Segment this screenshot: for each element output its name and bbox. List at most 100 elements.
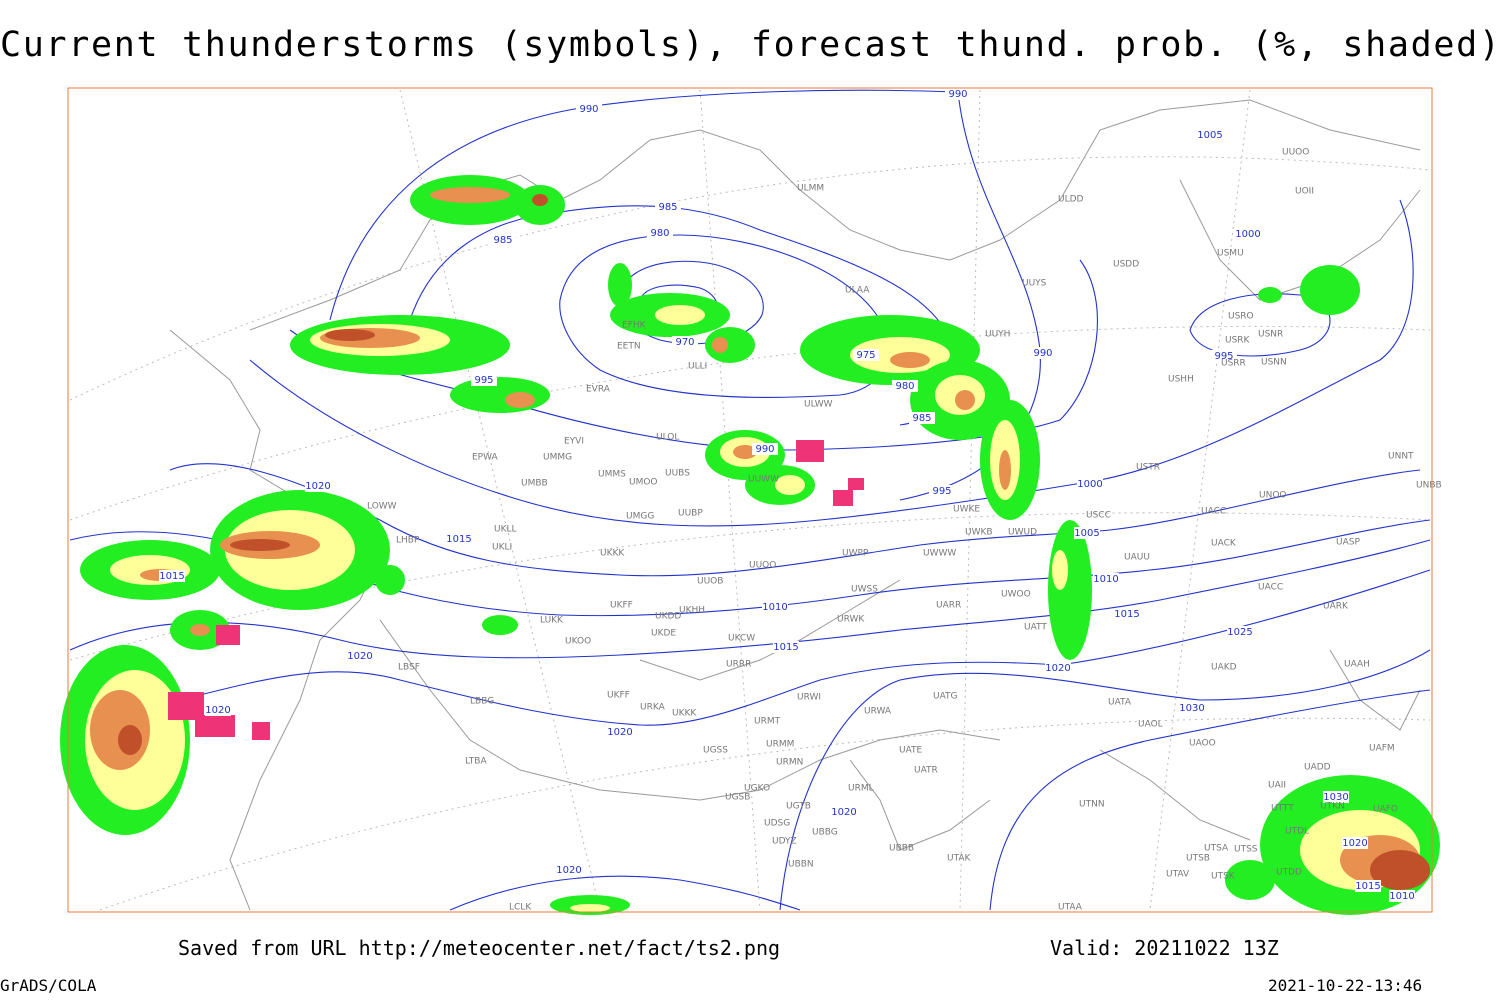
isobar-label: 1020 bbox=[831, 807, 856, 818]
station-code: UATE bbox=[899, 746, 923, 756]
isobar-label-bg bbox=[909, 412, 935, 424]
station-code: UKDD bbox=[655, 612, 681, 622]
thunderstorm-probability-shading bbox=[60, 175, 1440, 915]
isobar-label-bg bbox=[159, 570, 185, 582]
isobar-label: 985 bbox=[658, 202, 677, 213]
isobar-label-bg bbox=[1211, 350, 1237, 362]
isobar-label: 990 bbox=[948, 89, 967, 100]
station-code: ULLI bbox=[688, 362, 707, 372]
station-code: LTBA bbox=[465, 757, 487, 767]
isobar-label-bg bbox=[945, 88, 971, 100]
isobar-label: 1005 bbox=[1074, 528, 1099, 539]
station-code: UAFO bbox=[1373, 805, 1398, 815]
station-code: UTAV bbox=[1166, 870, 1190, 880]
isobar-label-bg bbox=[655, 201, 681, 213]
station-code: UAOL bbox=[1138, 720, 1163, 730]
station-code: UWKB bbox=[965, 528, 993, 538]
isobar-label-bg bbox=[446, 533, 472, 545]
station-code: UATA bbox=[1108, 698, 1132, 708]
station-code: UATT bbox=[1024, 623, 1047, 633]
station-code: UUOO bbox=[749, 561, 776, 571]
graticule bbox=[69, 89, 1431, 911]
station-code: UKDE bbox=[651, 629, 676, 639]
station-code: UKCW bbox=[728, 634, 755, 644]
station-code: URMT bbox=[754, 717, 781, 727]
station-code: UTAK bbox=[947, 854, 972, 864]
isobar-label-bg bbox=[1323, 791, 1349, 803]
isobar-label: 1015 bbox=[446, 534, 471, 545]
station-code: UAKD bbox=[1211, 663, 1237, 673]
station-code: URWA bbox=[864, 707, 892, 717]
station-code: UGKO bbox=[744, 784, 770, 794]
station-code: UBBN bbox=[788, 860, 814, 870]
isobar-label-bg bbox=[556, 864, 582, 876]
station-code: UMMS bbox=[598, 470, 626, 480]
timestamp: 2021-10-22-13:46 bbox=[1268, 976, 1422, 995]
isobar-label-bg bbox=[576, 103, 602, 115]
station-code: UTKN bbox=[1320, 802, 1345, 812]
station-code: UTSK bbox=[1211, 872, 1236, 882]
station-code: UTSS bbox=[1234, 845, 1258, 855]
station-code: UUBP bbox=[678, 509, 703, 519]
station-code: UTSA bbox=[1204, 844, 1229, 854]
station-code: UTDD bbox=[1276, 868, 1302, 878]
station-code: USRO bbox=[1228, 312, 1254, 322]
isobar-label-bg bbox=[672, 336, 698, 348]
station-code: UTTT bbox=[1271, 804, 1294, 814]
isobar-label: 1020 bbox=[607, 727, 632, 738]
isobar-label: 1020 bbox=[1342, 838, 1367, 849]
isobar-label: 1015 bbox=[159, 571, 184, 582]
isobar-label: 995 bbox=[1214, 351, 1233, 362]
station-code: UARK bbox=[1323, 602, 1349, 612]
isobar-label-bg bbox=[1114, 608, 1140, 620]
station-code: UMBB bbox=[521, 479, 548, 489]
station-code: UGTB bbox=[786, 802, 811, 812]
isobar-label: 975 bbox=[856, 350, 875, 361]
isobar-labels: 990 990 1005 985 985 980 1000 970 975 995 980 990 98… bbox=[159, 88, 1415, 902]
station-code: EVRA bbox=[586, 385, 611, 395]
isobar-label: 1015 bbox=[1114, 609, 1139, 620]
isobar-label: 1010 bbox=[762, 602, 787, 613]
station-code: USNR bbox=[1258, 330, 1283, 340]
isobar-label: 995 bbox=[474, 375, 493, 386]
station-code: LBSF bbox=[398, 663, 420, 673]
station-code: UKHH bbox=[679, 606, 705, 616]
isobar-label-bg bbox=[773, 641, 799, 653]
isobar-label: 970 bbox=[675, 337, 694, 348]
station-code: USNN bbox=[1261, 358, 1287, 368]
isobar-label-bg bbox=[853, 349, 879, 361]
isobar-label-bg bbox=[831, 806, 857, 818]
station-code: LHBP bbox=[396, 536, 420, 546]
isobar-label: 1010 bbox=[1093, 574, 1118, 585]
isobar-label: 1015 bbox=[1355, 881, 1380, 892]
isobar-label-bg bbox=[929, 485, 955, 497]
station-code: URKA bbox=[640, 703, 666, 713]
isobar-label: 1010 bbox=[1389, 891, 1414, 902]
station-code: UUBS bbox=[665, 469, 690, 479]
station-code: UUOB bbox=[697, 577, 723, 587]
station-code: URWI bbox=[797, 693, 821, 703]
station-code: UKLI bbox=[492, 543, 512, 553]
station-code: EPWA bbox=[472, 453, 499, 463]
credit: GrADS/COLA bbox=[0, 976, 97, 995]
station-code: UWUD bbox=[1008, 528, 1037, 538]
station-code: UBBG bbox=[812, 828, 838, 838]
isobar-label: 985 bbox=[493, 235, 512, 246]
isobar-label: 990 bbox=[1033, 348, 1052, 359]
isobar-label-bg bbox=[347, 650, 373, 662]
station-code: UAUU bbox=[1124, 553, 1150, 563]
station-code: UAOO bbox=[1189, 739, 1216, 749]
station-code: UADD bbox=[1304, 763, 1331, 773]
isobar-label: 1005 bbox=[1197, 130, 1222, 141]
isobar-label-bg bbox=[1355, 880, 1381, 892]
isobar-label: 980 bbox=[895, 381, 914, 392]
station-code: UGSB bbox=[725, 793, 750, 803]
station-code: UBBB bbox=[889, 844, 914, 854]
isobar-label-bg bbox=[1030, 347, 1056, 359]
station-code: USHH bbox=[1168, 375, 1194, 385]
valid-time: Valid: 20211022 13Z bbox=[1050, 936, 1279, 960]
station-code: UKOO bbox=[565, 637, 591, 647]
station-code: UKFF bbox=[607, 691, 630, 701]
isobar-label-bg bbox=[1045, 662, 1071, 674]
